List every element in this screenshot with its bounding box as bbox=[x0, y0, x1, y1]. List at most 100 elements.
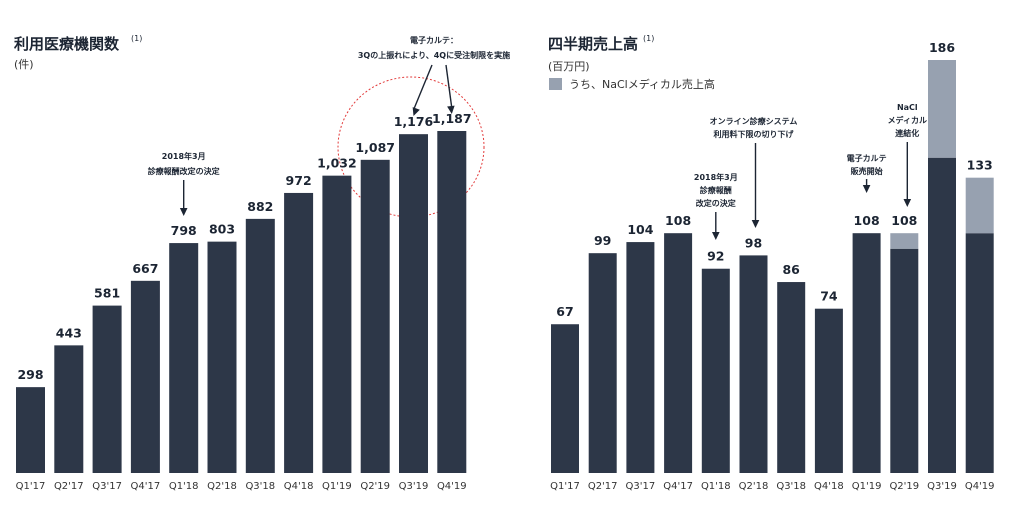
annotation-arrow bbox=[903, 142, 912, 207]
annotation-line: 電子カルテ bbox=[847, 153, 887, 163]
value-label-Q3'19: 186 bbox=[929, 40, 955, 55]
tick-label-Q1'18: Q1'18 bbox=[169, 481, 199, 492]
value-label-Q3'19: 1,176 bbox=[394, 114, 434, 129]
bar-Q2'17 bbox=[588, 253, 617, 473]
legend-swatch-nacl bbox=[549, 78, 562, 90]
annotation-line: 2018年3月 bbox=[162, 151, 206, 161]
value-label-Q1'18: 798 bbox=[171, 223, 197, 238]
annotation-arrow-head bbox=[712, 232, 720, 240]
left-chart-unit: (件) bbox=[14, 58, 34, 71]
annotation-arrow bbox=[179, 180, 188, 216]
tick-label-Q4'17: Q4'17 bbox=[131, 481, 161, 492]
bar-Q2'17 bbox=[54, 345, 84, 473]
bar-Q3'19 bbox=[928, 157, 956, 474]
bar-nacl-Q3'19 bbox=[928, 60, 956, 158]
annotation-arrow-head bbox=[903, 199, 912, 207]
bar-Q3'18 bbox=[245, 218, 275, 473]
annotation-line: 販売開始 bbox=[851, 166, 883, 176]
annotation-arrow bbox=[751, 143, 760, 228]
annotation-arrow bbox=[712, 212, 720, 240]
value-label-Q2'19: 108 bbox=[891, 213, 917, 228]
tick-label-Q2'18: Q2'18 bbox=[207, 481, 237, 492]
bar-nacl-Q2'19 bbox=[890, 233, 919, 249]
legend-label-nacl: うち、NaClメディカル売上高 bbox=[569, 77, 715, 91]
tick-label-Q4'18: Q4'18 bbox=[284, 481, 314, 492]
annotation-arrow bbox=[862, 179, 871, 193]
left-chart-title: 利用医療機関数 bbox=[14, 35, 120, 53]
value-label-Q1'19: 1,032 bbox=[317, 156, 357, 171]
annotation-arrow-head bbox=[447, 105, 455, 114]
tick-label-Q1'19: Q1'19 bbox=[322, 481, 352, 492]
tick-label-Q4'18: Q4'18 bbox=[814, 481, 844, 492]
value-label-Q4'18: 74 bbox=[820, 289, 838, 304]
tick-label-Q1'18: Q1'18 bbox=[701, 481, 731, 492]
bar-Q3'18 bbox=[777, 282, 806, 473]
value-label-Q3'18: 882 bbox=[247, 199, 273, 214]
annotation-arrow-shaft bbox=[445, 64, 453, 109]
annotation-line: オンライン診療システム bbox=[710, 116, 798, 126]
annotation-line: 診療報酬改定の決定 bbox=[148, 166, 220, 176]
bar-Q1'18 bbox=[169, 243, 199, 473]
right-bars: 67 Q1'17 99 Q2'17 104 Q3'17 108 Q4'17 92 Q1'18 98 Q… bbox=[550, 40, 994, 492]
left-chart-title-note: (1) bbox=[131, 34, 142, 43]
tick-label-Q3'19: Q3'19 bbox=[399, 481, 429, 492]
tick-label-Q3'18: Q3'18 bbox=[245, 481, 275, 492]
value-label-Q3'17: 104 bbox=[627, 222, 653, 237]
bar-Q1'17 bbox=[16, 387, 45, 473]
tick-label-Q1'19: Q1'19 bbox=[852, 481, 882, 492]
bar-Q2'18 bbox=[739, 255, 768, 473]
tick-label-Q2'18: Q2'18 bbox=[739, 481, 769, 492]
right-chart-title-note: (1) bbox=[643, 34, 654, 43]
bar-Q2'18 bbox=[207, 241, 237, 473]
right-chart-title: 四半期売上高 bbox=[548, 35, 638, 53]
tick-label-Q2'17: Q2'17 bbox=[588, 481, 618, 492]
value-label-Q4'19: 1,187 bbox=[432, 111, 472, 126]
annotation-arrow-head bbox=[862, 185, 871, 193]
bar-Q1'19 bbox=[852, 233, 881, 473]
tick-label-Q2'19: Q2'19 bbox=[889, 481, 919, 492]
value-label-Q2'17: 443 bbox=[56, 325, 82, 340]
annotation-line: 電子カルテ： bbox=[410, 35, 458, 45]
bar-Q4'18 bbox=[814, 308, 843, 473]
tick-label-Q4'17: Q4'17 bbox=[663, 481, 693, 492]
value-label-Q1'18: 92 bbox=[707, 249, 724, 264]
tick-label-Q1'17: Q1'17 bbox=[550, 481, 580, 492]
bar-Q3'17 bbox=[92, 305, 122, 473]
bar-Q2'19 bbox=[890, 248, 919, 473]
annotation-line: 改定の決定 bbox=[696, 198, 736, 208]
annotation-arrow bbox=[445, 64, 455, 114]
right-chart-unit: (百万円) bbox=[548, 60, 590, 73]
value-label-Q2'18: 98 bbox=[745, 235, 762, 250]
tick-label-Q2'19: Q2'19 bbox=[360, 481, 390, 492]
bar-Q4'17 bbox=[130, 280, 160, 473]
tick-label-Q1'17: Q1'17 bbox=[16, 481, 46, 492]
tick-label-Q4'19: Q4'19 bbox=[437, 481, 467, 492]
value-label-Q3'17: 581 bbox=[94, 286, 120, 301]
bar-nacl-Q4'19 bbox=[965, 177, 994, 234]
bar-Q4'17 bbox=[664, 233, 693, 473]
bar-Q4'19 bbox=[437, 131, 467, 473]
value-label-Q4'19: 133 bbox=[967, 158, 993, 173]
annotation-line: メディカル bbox=[888, 115, 927, 125]
right-chart: 四半期売上高 (1) (百万円) うち、NaClメディカル売上高 67 Q1'17… bbox=[548, 34, 995, 492]
value-label-Q3'18: 86 bbox=[782, 262, 800, 277]
tick-label-Q3'18: Q3'18 bbox=[776, 481, 806, 492]
annotation-arrow-head bbox=[179, 208, 188, 216]
value-label-Q2'18: 803 bbox=[209, 222, 235, 237]
tick-label-Q2'17: Q2'17 bbox=[54, 481, 84, 492]
annotation-line: NaCl bbox=[897, 103, 918, 112]
annotation-line: 診療報酬 bbox=[700, 185, 732, 195]
tick-label-Q4'19: Q4'19 bbox=[965, 481, 995, 492]
value-label-Q2'19: 1,087 bbox=[355, 140, 395, 155]
left-chart: 利用医療機関数 (1) (件) 298 Q1'17 443 Q2'17 581 Q3'17… bbox=[14, 34, 510, 492]
tick-label-Q3'19: Q3'19 bbox=[927, 481, 957, 492]
bar-Q1'18 bbox=[701, 268, 730, 473]
tick-label-Q3'17: Q3'17 bbox=[626, 481, 656, 492]
bar-Q1'19 bbox=[322, 175, 352, 473]
bar-Q4'18 bbox=[284, 192, 314, 473]
annotation-arrow bbox=[412, 64, 433, 116]
bar-Q4'19 bbox=[965, 233, 994, 473]
annotation-arrow-head bbox=[751, 220, 760, 228]
